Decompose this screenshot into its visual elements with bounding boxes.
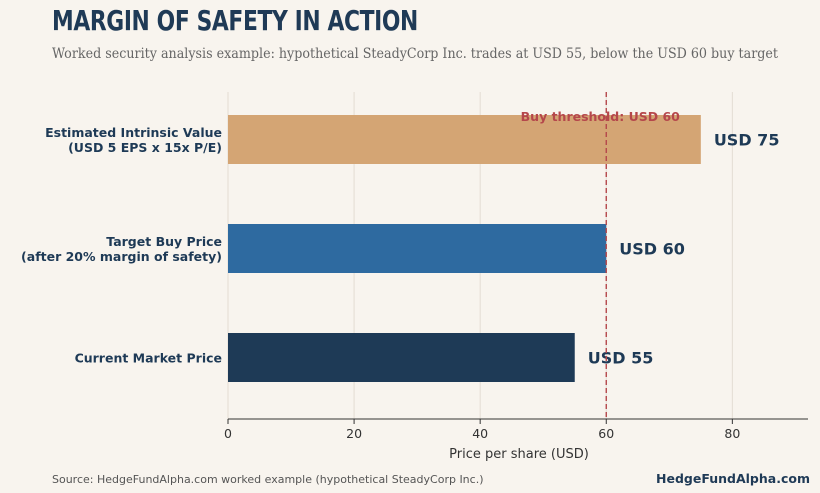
x-tick-label-80: 80 [724, 426, 740, 441]
x-tick-label-20: 20 [346, 426, 362, 441]
x-tick-label-40: 40 [472, 426, 488, 441]
source-note: Source: HedgeFundAlpha.com worked exampl… [52, 473, 484, 486]
bar-0 [228, 115, 701, 164]
value-label-2: USD 55 [588, 349, 654, 368]
chart-subtitle: Worked security analysis example: hypoth… [52, 46, 779, 62]
category-label-0: Estimated Intrinsic Value (USD 5 EPS x 15… [45, 125, 222, 155]
chart-title: Margin of Safety in Action [52, 4, 418, 37]
value-label-1: USD 60 [619, 240, 685, 259]
value-label-0: USD 75 [714, 131, 780, 150]
category-label-2: Current Market Price [75, 351, 222, 366]
x-tick-label-0: 0 [224, 426, 232, 441]
x-tick-label-60: 60 [598, 426, 614, 441]
bar-1 [228, 224, 607, 273]
bar-2 [228, 333, 575, 382]
reference-line-label: Buy threshold: USD 60 [521, 109, 681, 124]
brand-label: HedgeFundAlpha.com [656, 471, 810, 486]
category-label-1: Target Buy Price (after 20% margin of saf… [21, 234, 222, 264]
x-axis-title: Price per share (USD) [449, 447, 589, 462]
